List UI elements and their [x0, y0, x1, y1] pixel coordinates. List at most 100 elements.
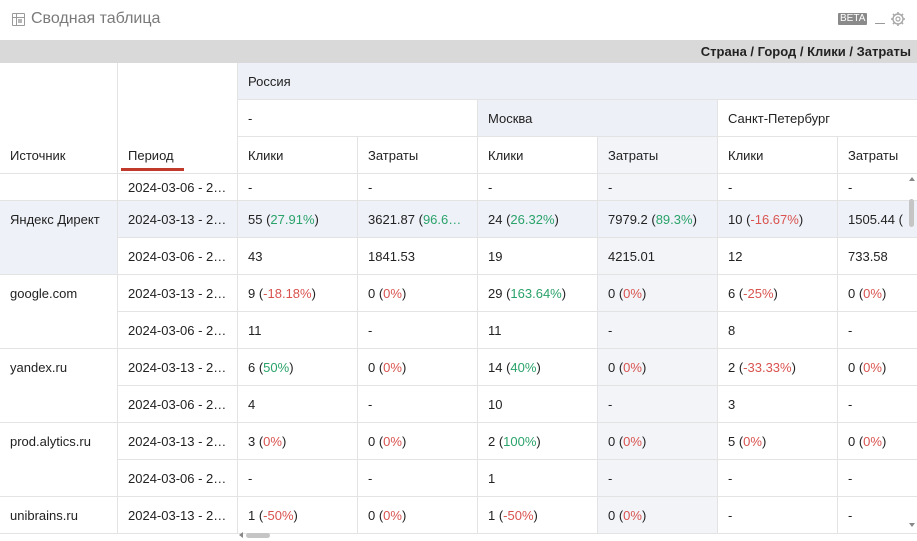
- city-label: Москва: [488, 111, 533, 126]
- source-label: yandex.ru: [10, 360, 68, 375]
- source-cell[interactable]: google.com: [0, 275, 118, 349]
- metric-cell: 0 (0%): [358, 349, 478, 386]
- metric-header-clicks[interactable]: Клики: [238, 137, 358, 174]
- source-cell[interactable]: Яндекс Директ: [0, 201, 118, 275]
- vertical-scrollbar[interactable]: [907, 175, 917, 529]
- city-label: Санкт-Петербург: [728, 111, 830, 126]
- metric-cell: -: [838, 386, 917, 423]
- metric-value: 0 (: [848, 434, 864, 449]
- metric-cell: 1 (-50%): [478, 497, 598, 534]
- metric-value: 0 (: [608, 434, 624, 449]
- metric-delta: -25%: [743, 286, 774, 301]
- metric-cell: 2 (100%): [478, 423, 598, 460]
- metric-delta: 0%: [863, 434, 882, 449]
- source-label: google.com: [10, 286, 78, 301]
- period-label: 2024-03-13 - 2…: [128, 286, 227, 301]
- metric-cell: 8: [718, 312, 838, 349]
- metric-header-clicks[interactable]: Клики: [478, 137, 598, 174]
- metric-value: -: [368, 323, 373, 338]
- metric-value: -: [248, 471, 253, 486]
- metric-close-paren: ): [641, 434, 647, 449]
- metric-close-paren: ): [554, 212, 559, 227]
- metric-delta: 0%: [383, 286, 402, 301]
- metric-delta: 27.91%: [270, 212, 315, 227]
- scroll-thumb[interactable]: [246, 533, 270, 538]
- metric-header-costs[interactable]: Затраты: [358, 137, 478, 174]
- metric-value: -: [848, 397, 853, 412]
- scroll-left-arrow[interactable]: [239, 532, 243, 538]
- metric-value: 24 (: [488, 212, 511, 227]
- metric-value: 11: [488, 323, 502, 338]
- metric-header-costs[interactable]: Затраты: [838, 137, 917, 174]
- metric-close-paren: ): [881, 360, 887, 375]
- metric-delta: -50%: [503, 508, 534, 523]
- scroll-thumb[interactable]: [909, 199, 914, 227]
- column-header-period[interactable]: Период: [118, 63, 238, 174]
- metric-close-paren: ): [401, 434, 407, 449]
- country-label: Россия: [248, 74, 291, 89]
- period-label: 2024-03-13 - 2…: [128, 212, 227, 227]
- metric-header-costs[interactable]: Затраты: [598, 137, 718, 174]
- gear-icon[interactable]: [890, 11, 906, 27]
- source-cell[interactable]: yandex.ru: [0, 349, 118, 423]
- metric-value: 1841.53: [368, 249, 415, 264]
- source-cell[interactable]: unibrains.ru: [0, 497, 118, 534]
- metric-delta: 0%: [623, 508, 642, 523]
- metric-cell: 10: [478, 386, 598, 423]
- metric-cell: -: [718, 460, 838, 497]
- metric-value: 14 (: [488, 360, 511, 375]
- metric-value: -: [608, 180, 613, 195]
- metric-value: 8: [728, 323, 736, 338]
- metric-cell: 43: [238, 238, 358, 275]
- period-cell: 2024-03-13 - 2…: [118, 275, 238, 312]
- metric-close-paren: ): [536, 434, 541, 449]
- table-icon: [12, 13, 25, 26]
- city-header-spb[interactable]: Санкт-Петербург: [718, 100, 917, 137]
- metric-value: 0 (: [848, 286, 864, 301]
- metric-delta: 50%: [263, 360, 290, 375]
- metric-cell: -: [838, 312, 917, 349]
- pivot-table: Источник Период Россия - Москва Санкт-Пе…: [0, 63, 917, 541]
- metric-value: 2 (: [728, 360, 744, 375]
- scroll-down-arrow[interactable]: [909, 523, 915, 527]
- horizontal-scrollbar[interactable]: [238, 530, 907, 539]
- metric-header-clicks[interactable]: Клики: [718, 137, 838, 174]
- metric-delta: 0%: [743, 434, 762, 449]
- metric-cell: 0 (0%): [598, 497, 718, 534]
- city-header-empty[interactable]: -: [238, 100, 478, 137]
- city-header-moscow[interactable]: Москва: [478, 100, 718, 137]
- metric-delta: -18.18%: [263, 286, 312, 301]
- metric-delta: 0%: [383, 508, 402, 523]
- metric-value: -: [728, 508, 733, 523]
- metric-value: 12: [728, 249, 743, 264]
- metric-delta: 0%: [383, 434, 402, 449]
- metric-cell: -: [238, 460, 358, 497]
- metric-cell: -: [598, 460, 718, 497]
- metric-close-paren: ): [791, 360, 796, 375]
- metric-value: 29 (: [488, 286, 511, 301]
- country-header[interactable]: Россия: [238, 63, 917, 100]
- source-label: Яндекс Директ: [10, 212, 100, 227]
- metric-label: Клики: [728, 148, 764, 163]
- metric-cell: -: [478, 174, 598, 201]
- metric-value: -: [608, 397, 613, 412]
- metric-delta: 26.32%: [510, 212, 555, 227]
- metric-delta: 89.3%: [655, 212, 693, 227]
- metric-label: Клики: [488, 148, 524, 163]
- metric-close-paren: ): [401, 508, 407, 523]
- column-header-source[interactable]: Источник: [0, 63, 118, 174]
- metric-cell: 3 (0%): [238, 423, 358, 460]
- metric-cell: -: [838, 460, 917, 497]
- metric-value: 0 (: [368, 434, 384, 449]
- minimize-icon[interactable]: [874, 11, 886, 25]
- metric-value: -: [728, 180, 733, 195]
- metric-delta: -16.67%: [750, 212, 799, 227]
- metric-cell: -: [838, 174, 917, 201]
- source-cell[interactable]: prod.alytics.ru: [0, 423, 118, 497]
- metric-close-paren: ): [881, 434, 887, 449]
- column-header-period-label: Период: [128, 148, 174, 163]
- scroll-up-arrow[interactable]: [909, 177, 915, 181]
- metric-close-paren: ): [773, 286, 778, 301]
- metric-close-paren: ): [533, 508, 538, 523]
- period-cell: 2024-03-06 - 2…: [118, 386, 238, 423]
